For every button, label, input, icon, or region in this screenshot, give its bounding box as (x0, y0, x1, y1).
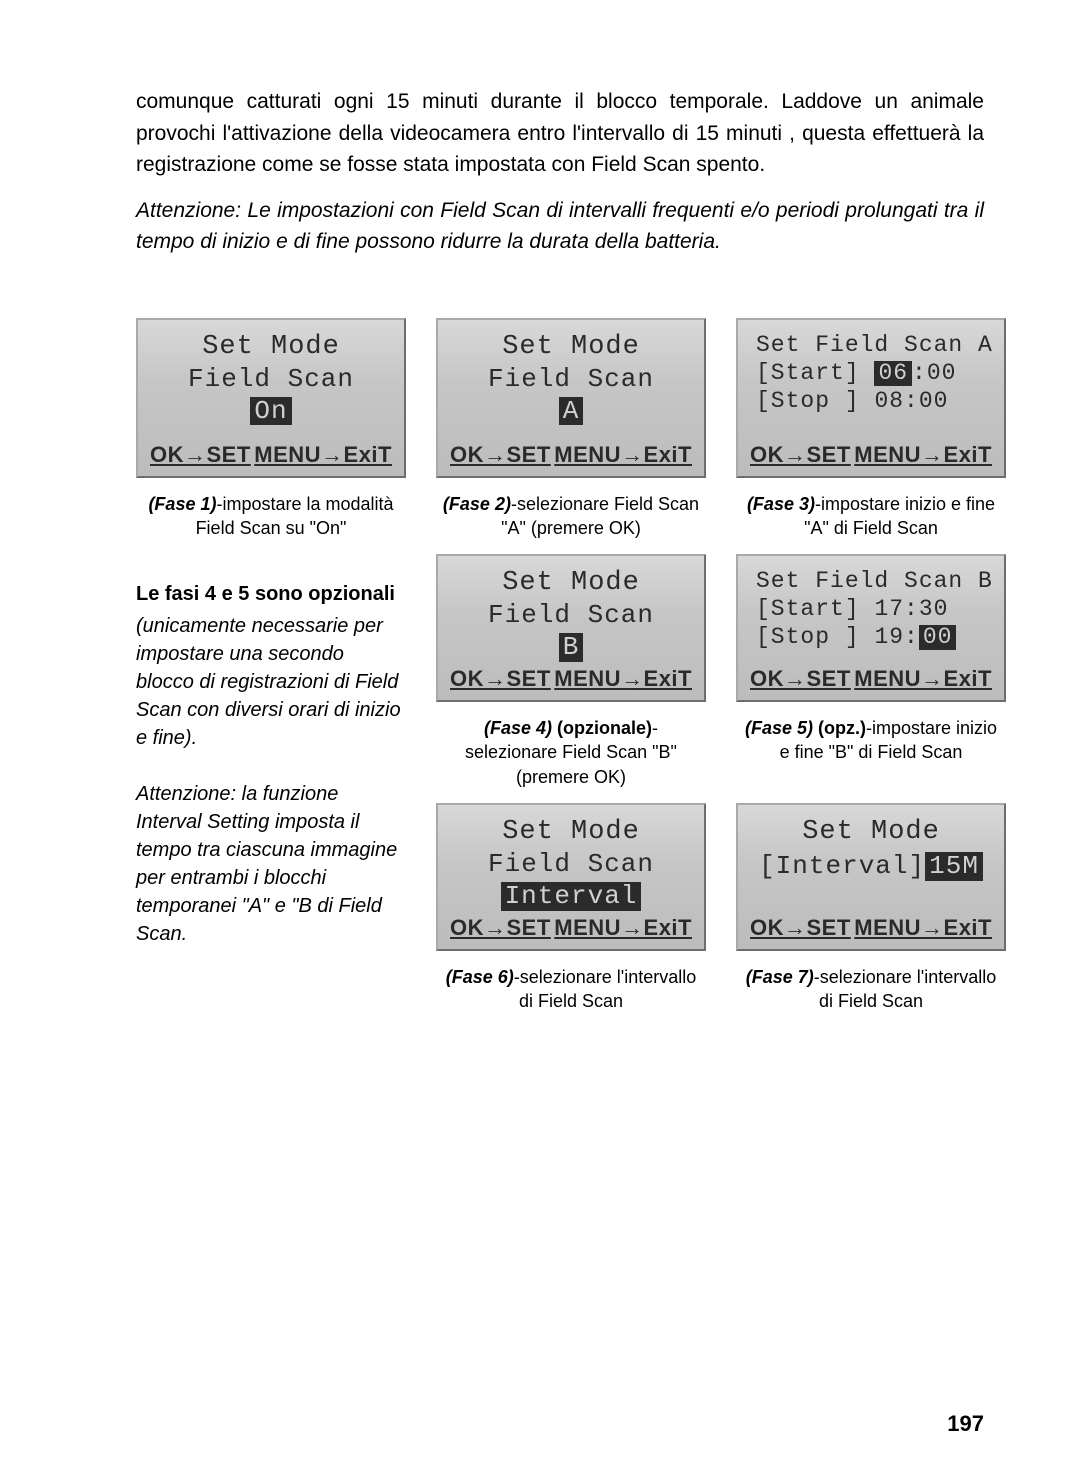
caption-2: (Fase 2)-selezionare Field Scan "A" (pre… (436, 492, 706, 541)
lcd-line: Set Field Scan A (756, 332, 993, 358)
lcd-start-label: [Start] (756, 360, 860, 386)
phase-label: (Fase 6) (446, 967, 514, 987)
phase-label: (Fase 3) (747, 494, 815, 514)
side-paragraph: (unicamente necessarie per impostare una… (136, 612, 406, 752)
lcd-ok-label: OK→SET (750, 442, 851, 468)
lcd-menu-label: MENU→ExiT (854, 915, 992, 941)
lcd-value: 19: (874, 624, 918, 650)
lcd-menu-label: MENU→ExiT (554, 666, 692, 692)
lcd-line: Field Scan (488, 364, 654, 394)
lcd-screen-6: Set Mode Field Scan Interval OK→SET MENU… (436, 803, 706, 951)
lcd-ok-label: OK→SET (450, 442, 551, 468)
lcd-interval-label: [Interval] (759, 851, 925, 881)
lcd-menu-label: MENU→ExiT (854, 442, 992, 468)
lcd-screen-4: Set Mode Field Scan B OK→SET MENU→ExiT (436, 554, 706, 702)
lcd-ok-label: OK→SET (450, 915, 551, 941)
lcd-selected-value: A (559, 397, 584, 426)
lcd-menu-label: MENU→ExiT (254, 442, 392, 468)
caption-1: (Fase 1)-impostare la modalità Field Sca… (136, 492, 406, 541)
intro-paragraph: comunque catturati ogni 15 minuti durant… (136, 86, 984, 181)
lcd-screen-1: Set Mode Field Scan On OK→SET MENU→ExiT (136, 318, 406, 478)
lcd-screen-7: Set Mode [Interval]15M OK→SET MENU→ExiT (736, 803, 1006, 951)
lcd-menu-label: MENU→ExiT (854, 666, 992, 692)
caption-text: -selezionare l'intervallo di Field Scan (814, 967, 997, 1011)
caption-4: (Fase 4) (opzionale)- selezionare Field … (436, 716, 706, 789)
phase-label: (Fase 5) (745, 718, 813, 738)
lcd-start-label: [Start] (756, 596, 860, 622)
lcd-selected-value: B (559, 633, 584, 662)
caption-text: -selezionare Field Scan "A" (premere OK) (501, 494, 699, 538)
lcd-menu-label: MENU→ExiT (554, 915, 692, 941)
lcd-stop-label: [Stop ] (756, 388, 860, 414)
lcd-ok-label: OK→SET (450, 666, 551, 692)
lcd-ok-label: OK→SET (750, 666, 851, 692)
caption-text: -impostare inizio e fine "A" di Field Sc… (804, 494, 995, 538)
lcd-line: Set Field Scan B (756, 568, 993, 594)
lcd-line: Set Mode (802, 817, 940, 847)
lcd-ok-label: OK→SET (150, 442, 251, 468)
lcd-value: :00 (912, 360, 956, 386)
lcd-selected-value: Interval (501, 882, 642, 911)
phase-label: (Fase 7) (746, 967, 814, 987)
lcd-line: Set Mode (502, 817, 640, 847)
figure-grid: Set Mode Field Scan On OK→SET MENU→ExiT … (136, 318, 984, 1014)
lcd-value: 17:30 (874, 596, 948, 622)
side-heading: Le fasi 4 e 5 sono opzionali (136, 580, 406, 608)
side-paragraph: Attenzione: la funzione Interval Setting… (136, 780, 406, 948)
page-number: 197 (947, 1411, 984, 1437)
lcd-screen-5: Set Field Scan B [Start] 17:30 [Stop ] 1… (736, 554, 1006, 702)
lcd-selected-value: 15M (925, 852, 983, 881)
lcd-line: Set Mode (502, 332, 640, 362)
lcd-screen-2: Set Mode Field Scan A OK→SET MENU→ExiT (436, 318, 706, 478)
phase-label: (Fase 1) (148, 494, 216, 514)
side-column: Le fasi 4 e 5 sono opzionali (unicamente… (136, 554, 406, 1013)
lcd-menu-label: MENU→ExiT (554, 442, 692, 468)
lcd-line: Field Scan (488, 600, 654, 630)
lcd-line: Field Scan (188, 364, 354, 394)
caption-opt: (opz.) (813, 718, 866, 738)
note-paragraph: Attenzione: Le impostazioni con Field Sc… (136, 195, 984, 258)
caption-3: (Fase 3)-impostare inizio e fine "A" di … (736, 492, 1006, 541)
caption-text: -impostare la modalità Field Scan su "On… (196, 494, 394, 538)
lcd-ok-label: OK→SET (750, 915, 851, 941)
phase-label: (Fase 4) (484, 718, 552, 738)
lcd-selected-value: 00 (919, 625, 957, 650)
phase-label: (Fase 2) (443, 494, 511, 514)
lcd-line: Field Scan (488, 849, 654, 879)
lcd-selected-value: On (250, 397, 291, 426)
lcd-value: 08:00 (874, 388, 948, 414)
lcd-screen-3: Set Field Scan A [Start] 06:00 [Stop ] 0… (736, 318, 1006, 478)
lcd-stop-label: [Stop ] (756, 624, 860, 650)
caption-7: (Fase 7)-selezionare l'intervallo di Fie… (736, 965, 1006, 1014)
caption-6: (Fase 6)-selezionare l'intervallo di Fie… (436, 965, 706, 1014)
caption-5: (Fase 5) (opz.)-impostare inizio e fine … (736, 716, 1006, 789)
lcd-line: Set Mode (502, 568, 640, 598)
lcd-line: Set Mode (202, 332, 340, 362)
caption-text: -selezionare l'intervallo di Field Scan (514, 967, 697, 1011)
caption-opt: (opzionale) (552, 718, 652, 738)
lcd-selected-value: 06 (874, 361, 912, 386)
